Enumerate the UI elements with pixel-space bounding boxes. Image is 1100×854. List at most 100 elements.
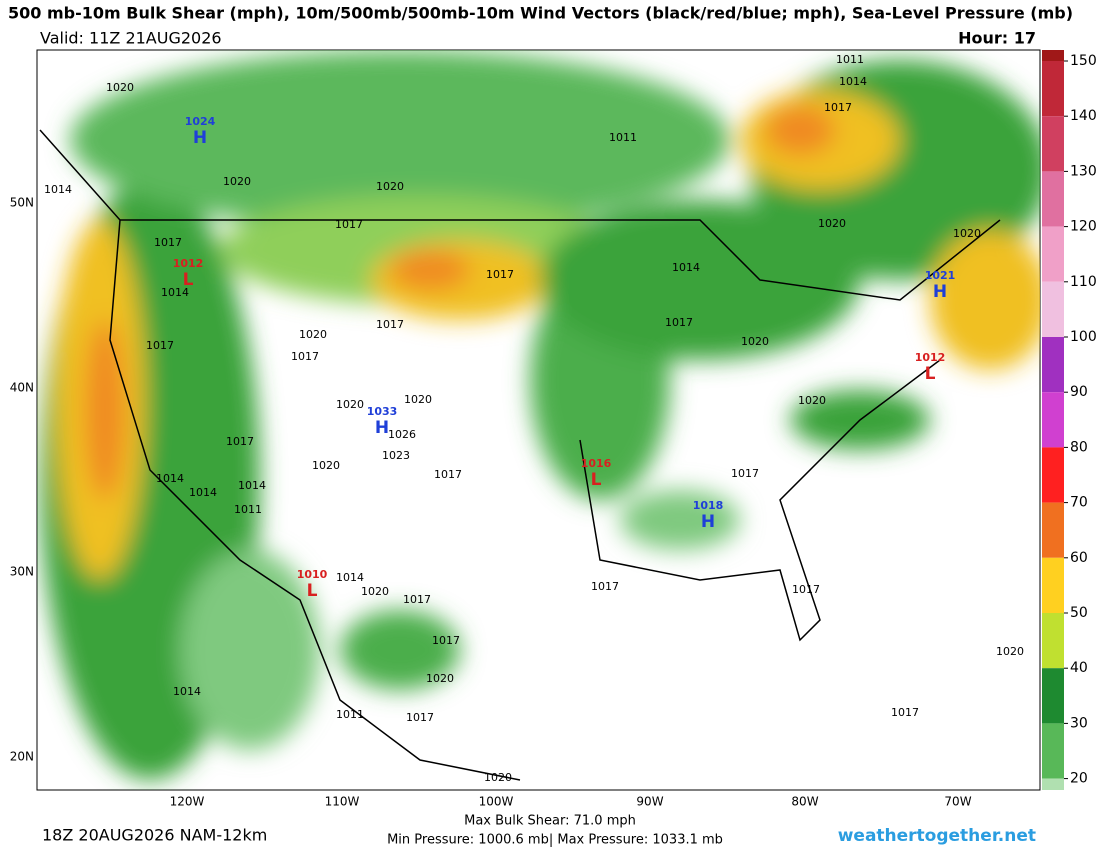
isobar-label: 1017 xyxy=(731,467,759,480)
colorbar-label: 80 xyxy=(1070,439,1088,455)
pressure-range: Min Pressure: 1000.6 mb| Max Pressure: 1… xyxy=(387,833,723,848)
isobar-label: 1017 xyxy=(403,593,431,606)
isobar-label: 1011 xyxy=(336,708,364,721)
isobar-label: 1017 xyxy=(146,339,174,352)
isobar-label: 1020 xyxy=(299,328,327,341)
isobar-label: 1020 xyxy=(223,175,251,188)
isobar-label: 1020 xyxy=(376,180,404,193)
isobar-label: 1017 xyxy=(154,236,182,249)
colorbar-label: 20 xyxy=(1070,771,1088,787)
colorbar-label: 120 xyxy=(1070,219,1097,235)
isobar-label: 1017 xyxy=(335,218,363,231)
center-value: 1012 xyxy=(915,351,946,364)
isobar-label: 1023 xyxy=(382,449,410,462)
colorbar-label: 100 xyxy=(1070,329,1097,345)
colorbar-band xyxy=(1042,778,1064,790)
isobar-label: 1014 xyxy=(156,472,184,485)
max-shear: Max Bulk Shear: 71.0 mph xyxy=(464,814,636,829)
isobar-label: 1014 xyxy=(44,183,72,196)
center-value: 1024 xyxy=(185,115,216,128)
longitude-label: 90W xyxy=(636,795,663,809)
colorbar-label: 40 xyxy=(1070,660,1088,676)
isobar-label: 1017 xyxy=(434,468,462,481)
latitude-label: 40N xyxy=(10,381,34,395)
colorbar-label: 70 xyxy=(1070,495,1088,511)
colorbar-label: 50 xyxy=(1070,605,1088,621)
isobar-label: 1020 xyxy=(818,217,846,230)
isobar-label: 1020 xyxy=(106,81,134,94)
longitude-label: 80W xyxy=(791,795,818,809)
longitude-label: 70W xyxy=(944,795,971,809)
center-value: 1016 xyxy=(581,457,612,470)
isobar-label: 1026 xyxy=(388,428,416,441)
isobar-label: 1020 xyxy=(312,459,340,472)
title: 500 mb-10m Bulk Shear (mph), 10m/500mb/5… xyxy=(8,4,1073,23)
isobar-label: 1017 xyxy=(792,583,820,596)
colorbar-band xyxy=(1042,226,1064,282)
isobar-label: 1011 xyxy=(609,131,637,144)
isobar-label: 1020 xyxy=(484,771,512,784)
isobar-label: 1017 xyxy=(665,316,693,329)
center-symbol: L xyxy=(307,581,318,601)
colorbar-band xyxy=(1042,116,1064,172)
isobar-label: 1017 xyxy=(226,435,254,448)
isobar-label: 1020 xyxy=(996,645,1024,658)
isobar-label: 1017 xyxy=(891,706,919,719)
isobar-label: 1017 xyxy=(486,268,514,281)
isobar-label: 1020 xyxy=(953,227,981,240)
isobar-label: 1017 xyxy=(376,318,404,331)
colorbar-band xyxy=(1042,668,1064,724)
center-symbol: H xyxy=(933,282,947,302)
center-value: 1033 xyxy=(367,405,398,418)
site-name: weathertogether.net xyxy=(838,826,1036,846)
colorbar-band xyxy=(1042,171,1064,227)
isobar-label: 1020 xyxy=(426,672,454,685)
colorbar-band xyxy=(1042,337,1064,393)
isobar-label: 1014 xyxy=(336,571,364,584)
latitude-label: 30N xyxy=(10,565,34,579)
colorbar-label: 140 xyxy=(1070,108,1097,124)
colorbar-label: 90 xyxy=(1070,384,1088,400)
center-value: 1021 xyxy=(925,269,956,282)
latitude-label: 50N xyxy=(10,196,34,210)
isobar-label: 1020 xyxy=(741,335,769,348)
isobar-label: 1014 xyxy=(672,261,700,274)
isobar-label: 1014 xyxy=(173,685,201,698)
isobar-label: 1014 xyxy=(161,286,189,299)
model-run: 18Z 20AUG2026 NAM-12km xyxy=(42,826,267,845)
center-symbol: H xyxy=(701,512,715,532)
colorbar-band xyxy=(1042,502,1064,558)
center-symbol: L xyxy=(925,364,936,384)
isobar-label: 1011 xyxy=(234,503,262,516)
colorbar-band xyxy=(1042,723,1064,779)
colorbar-band xyxy=(1042,50,1064,61)
colorbar-band xyxy=(1042,281,1064,337)
isobar-label: 1014 xyxy=(839,75,867,88)
isobar-label: 1017 xyxy=(432,634,460,647)
isobar-label: 1017 xyxy=(406,711,434,724)
colorbar-band xyxy=(1042,392,1064,448)
isobar-label: 1020 xyxy=(336,398,364,411)
isobar-label: 1020 xyxy=(361,585,389,598)
colorbar-band xyxy=(1042,61,1064,117)
center-symbol: L xyxy=(183,270,194,290)
coastlines xyxy=(39,129,1001,781)
isobar-label: 1017 xyxy=(824,101,852,114)
valid-time: Valid: 11Z 21AUG2026 xyxy=(40,29,222,48)
colorbar-label: 60 xyxy=(1070,550,1088,566)
center-value: 1018 xyxy=(693,499,724,512)
colorbar-label: 110 xyxy=(1070,274,1097,290)
latitude-label: 20N xyxy=(10,750,34,764)
center-value: 1012 xyxy=(173,257,204,270)
isobar-label: 1014 xyxy=(189,486,217,499)
center-symbol: H xyxy=(193,128,207,148)
center-symbol: H xyxy=(375,418,389,438)
colorbar-band xyxy=(1042,613,1064,669)
center-value: 1010 xyxy=(297,568,328,581)
colorbar-band xyxy=(1042,557,1064,613)
colorbar-label: 30 xyxy=(1070,715,1088,731)
center-symbol: L xyxy=(591,470,602,490)
longitude-label: 120W xyxy=(170,795,205,809)
